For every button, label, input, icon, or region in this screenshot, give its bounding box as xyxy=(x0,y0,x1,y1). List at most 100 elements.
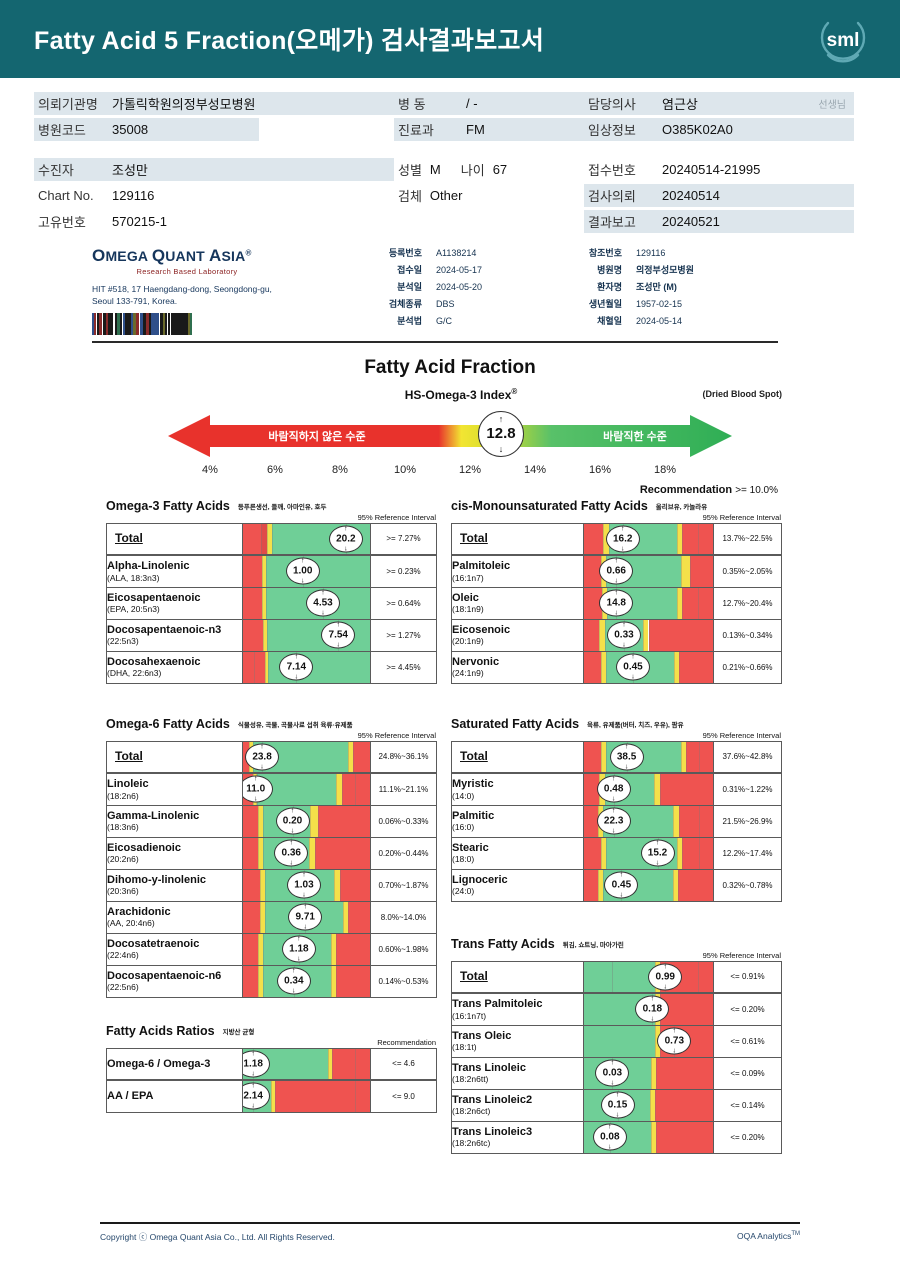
label-department: 진료과 xyxy=(398,123,434,138)
range-bar-cell: ↑ 11.0 ↓ xyxy=(242,772,371,806)
range-gridline xyxy=(605,742,607,772)
measured-value: 0.45 xyxy=(611,879,632,891)
range-gridline xyxy=(262,556,264,587)
lab-address-line2: Seoul 133-791, Korea. xyxy=(92,296,178,307)
range-band xyxy=(243,934,259,965)
range-band xyxy=(600,838,606,869)
range-band xyxy=(243,838,259,869)
label-test-request: 검사의뢰 xyxy=(588,189,636,204)
range-band xyxy=(584,620,600,651)
table-row: Docosahexaenoic (DHA, 22:6n3) ↑ 7.14 ↓ >= 4.4… xyxy=(106,650,437,684)
value-marker: ↑ 1.00 ↓ xyxy=(285,557,320,585)
fatty-acid-name-cell: Arachidonic (AA, 20:4n6) xyxy=(106,900,243,934)
measured-value: 1.03 xyxy=(294,879,314,891)
table-row: Palmitic (16:0) ↑ 22.3 ↓ 21.5%~26.9% xyxy=(451,804,782,838)
fatty-acid-name-cell: Palmitic (16:0) xyxy=(451,804,584,838)
value-chart-no: 129116 xyxy=(112,188,155,203)
patient-info-section: 의뢰기관명 가톨릭학원의정부성모병원 병원코드 35008 수진자 조성만 Ch… xyxy=(0,78,900,236)
panel-subtitle: 식물성유, 곡물, 곡물사료 섭취 육류·유제품 xyxy=(237,721,353,729)
arrow-up-icon: ↑ xyxy=(336,621,341,629)
table-row: Trans Oleic (18:1t) ↑ 0.73 ↓ <= 0.61% xyxy=(451,1024,782,1058)
range-band xyxy=(348,902,370,933)
value-institution: 가톨릭학원의정부성모병원 xyxy=(112,97,256,112)
fatty-acid-name: Lignoceric xyxy=(452,873,508,886)
registered-mark-icon: ® xyxy=(511,386,518,396)
fatty-acid-table: Omega-6 / Omega-3 ↑ 1.18 ↓ <= 4.6 AA / EPA ↑ 2.… xyxy=(106,1047,437,1113)
measured-value: 0.66 xyxy=(606,565,626,577)
fatty-acid-code: (DHA, 22:6n3) xyxy=(107,668,162,679)
range-band xyxy=(584,524,604,554)
value-marker: ↑ 0.34 ↓ xyxy=(276,967,311,995)
range-gridline xyxy=(603,524,605,554)
fatty-acid-name: Docosatetraenoic xyxy=(107,937,200,950)
range-band xyxy=(584,1026,655,1057)
range-band xyxy=(649,1090,655,1121)
lab-fields-right: 참조번호 129116 병원명 의정부성모병원 환자명 조성만 (M) 생년월일… xyxy=(560,246,760,335)
range-bar-cell: ↑ 16.2 ↓ xyxy=(583,522,714,557)
value-marker: ↑ 0.36 ↓ xyxy=(274,839,309,867)
range-gridline xyxy=(612,962,614,992)
arrow-up-icon: ↑ xyxy=(614,557,619,565)
range-band xyxy=(584,870,599,901)
reference-interval-cell: >= 0.64% xyxy=(370,586,437,620)
value-clinical-info: O385K02A0 xyxy=(662,122,733,137)
reference-interval-cell: 0.35%~2.05% xyxy=(713,554,782,588)
value-test-request: 20240514 xyxy=(662,188,720,203)
range-band xyxy=(676,838,683,869)
reference-interval-cell: >= 1.27% xyxy=(370,618,437,652)
measured-value: 0.48 xyxy=(603,783,624,795)
fatty-acid-name-cell: Linoleic (18:2n6) xyxy=(106,772,243,806)
table-row: Alpha-Linolenic (ALA, 18:3n3) ↑ 1.00 ↓ >= 0.2… xyxy=(106,554,437,588)
measured-value: 0.33 xyxy=(614,629,634,641)
analytics-brand: OQA AnalyticsTM xyxy=(737,1231,800,1243)
table-row: Total ↑ 23.8 ↓ 24.8%~36.1% xyxy=(106,740,437,775)
arrow-down-icon: ↓ xyxy=(611,795,616,803)
gauge-arrow-shape xyxy=(168,414,732,457)
fatty-acid-name: Arachidonic xyxy=(107,905,171,918)
range-gridline xyxy=(697,588,699,619)
range-band xyxy=(682,524,713,554)
lab-field-row: 참조번호 129116 xyxy=(560,246,760,259)
range-bar-cell: ↑ 4.53 ↓ xyxy=(242,586,371,620)
table-row: Linoleic (18:2n6) ↑ 11.0 ↓ 11.1%~21.1% xyxy=(106,772,437,806)
value-marker: ↑ 7.14 ↓ xyxy=(279,653,314,681)
reference-interval-cell: 0.70%~1.87% xyxy=(370,868,437,902)
range-bar-cell: ↑ 0.36 ↓ xyxy=(242,836,371,870)
range-gridline xyxy=(656,1058,658,1089)
value-marker: ↑ 9.71 ↓ xyxy=(288,903,323,931)
fatty-acid-code: (18:2n6) xyxy=(107,790,139,801)
lab-field-row: 등록번호 A1138214 xyxy=(360,246,560,259)
value-marker: ↑ 0.08 ↓ xyxy=(592,1123,627,1151)
arrow-up-icon: ↑ xyxy=(631,653,635,661)
panel-subtitle: 지방산 균형 xyxy=(222,1028,255,1036)
label-institution: 의뢰기관명 xyxy=(38,97,98,112)
measured-value: 0.36 xyxy=(281,847,301,859)
range-bar-cell: ↑ 0.66 ↓ xyxy=(583,554,714,588)
range-band xyxy=(342,774,370,805)
fatty-acid-name-cell: Total xyxy=(106,522,243,557)
range-gridline xyxy=(698,742,700,772)
lab-key: 참조번호 xyxy=(588,248,622,258)
reference-interval-cell: <= 0.20% xyxy=(713,992,782,1026)
reference-interval-cell: 12.2%~17.4% xyxy=(713,836,782,870)
range-gridline xyxy=(698,838,700,869)
range-gridline xyxy=(259,870,261,901)
fatty-acid-code: (22:4n6) xyxy=(107,950,139,961)
range-band xyxy=(584,556,601,587)
lab-value: A1138214 xyxy=(436,248,477,258)
lab-field-row: 병원명 의정부성모병원 xyxy=(560,263,760,276)
fatty-acid-name: Total xyxy=(115,748,143,763)
label-specimen: 검체 xyxy=(398,189,422,204)
range-bar: ↑ 4.53 ↓ xyxy=(243,588,370,619)
range-band xyxy=(584,774,600,805)
arrow-up-icon: ↑ xyxy=(251,1082,255,1090)
fatty-acid-table: Total ↑ 16.2 ↓ 13.7%~22.5% Palmitoleic (16:1n7… xyxy=(451,522,782,684)
range-band xyxy=(654,1090,713,1121)
range-bar: ↑ 0.73 ↓ xyxy=(584,1026,713,1057)
range-band xyxy=(317,806,370,837)
range-gridline xyxy=(260,524,262,554)
gauge-tick: 8% xyxy=(332,463,348,476)
value-marker: ↑ 0.33 ↓ xyxy=(606,621,641,649)
range-gridline xyxy=(330,934,332,965)
range-gridline xyxy=(679,806,681,837)
